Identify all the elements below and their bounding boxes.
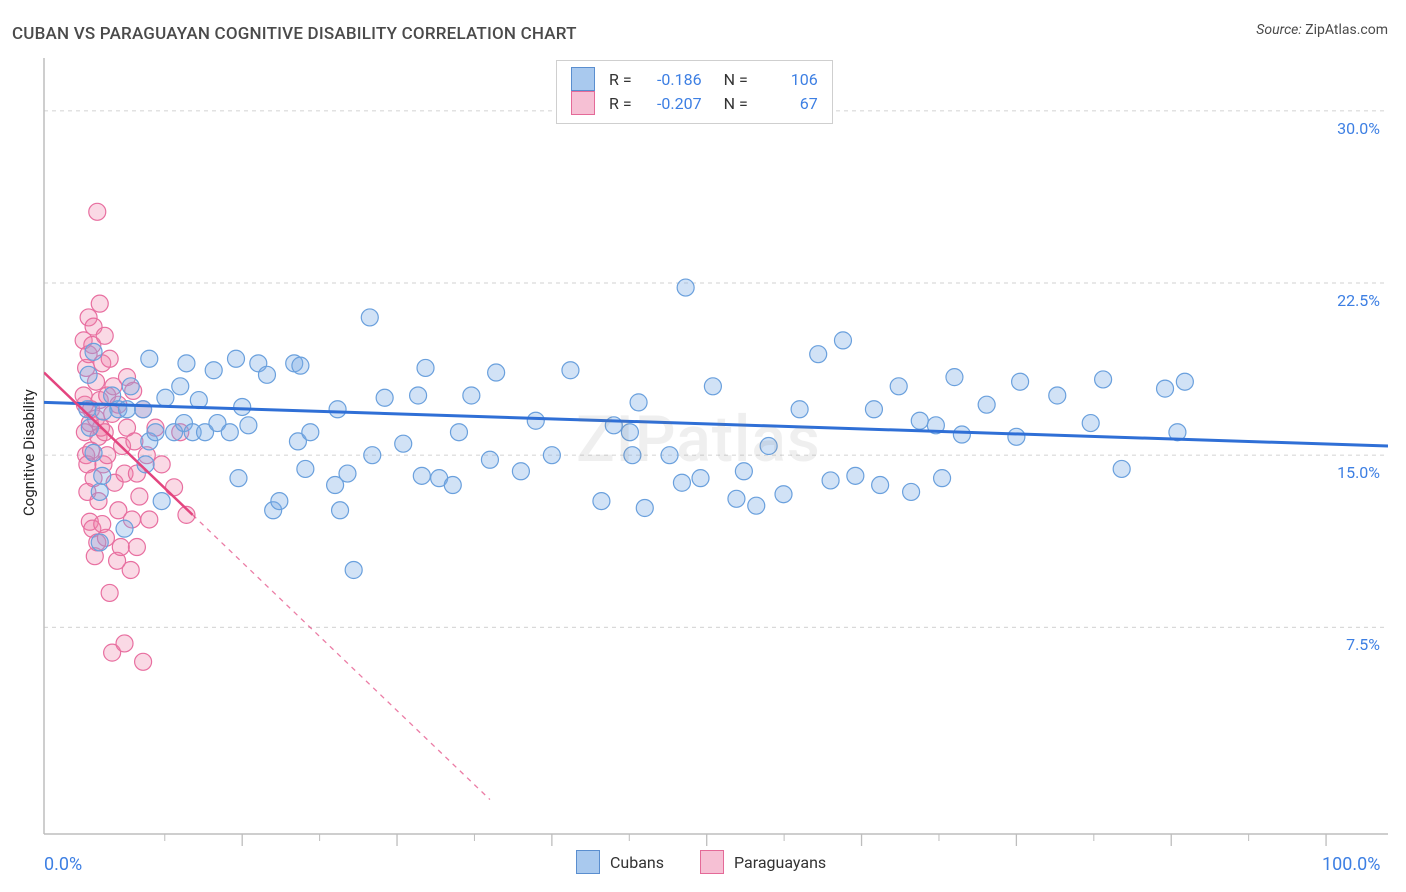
swatch-cubans-icon bbox=[576, 850, 600, 874]
x-axis-min-label: 0.0% bbox=[44, 854, 82, 875]
correlation-legend: R = -0.186 N = 106 R = -0.207 N = 67 bbox=[556, 60, 833, 124]
y-tick-label: 15.0% bbox=[1320, 463, 1380, 482]
n-value-paraguayans: 67 bbox=[758, 94, 818, 113]
n-value-cubans: 106 bbox=[758, 70, 818, 89]
y-tick-label: 30.0% bbox=[1320, 119, 1380, 138]
n-label: N = bbox=[724, 94, 748, 113]
r-value-paraguayans: -0.207 bbox=[642, 94, 702, 113]
r-label: R = bbox=[609, 70, 632, 89]
x-axis-max-label: 100.0% bbox=[1322, 854, 1380, 875]
n-label: N = bbox=[724, 70, 748, 89]
swatch-paraguayans-icon bbox=[700, 850, 724, 874]
y-axis-label: Cognitive Disability bbox=[20, 389, 38, 516]
swatch-paraguayans-icon bbox=[571, 91, 595, 115]
swatch-cubans-icon bbox=[571, 67, 595, 91]
legend-row-paraguayans: R = -0.207 N = 67 bbox=[571, 91, 818, 115]
legend-item-paraguayans: Paraguayans bbox=[700, 850, 826, 874]
legend-item-cubans: Cubans bbox=[576, 850, 664, 874]
series-legend: Cubans Paraguayans bbox=[576, 850, 826, 874]
y-tick-label: 22.5% bbox=[1320, 291, 1380, 310]
r-value-cubans: -0.186 bbox=[642, 70, 702, 89]
legend-label-paraguayans: Paraguayans bbox=[734, 853, 826, 872]
correlation-scatter-chart bbox=[0, 0, 1406, 892]
r-label: R = bbox=[609, 94, 632, 113]
y-tick-label: 7.5% bbox=[1320, 635, 1380, 654]
legend-row-cubans: R = -0.186 N = 106 bbox=[571, 67, 818, 91]
legend-label-cubans: Cubans bbox=[610, 853, 664, 872]
